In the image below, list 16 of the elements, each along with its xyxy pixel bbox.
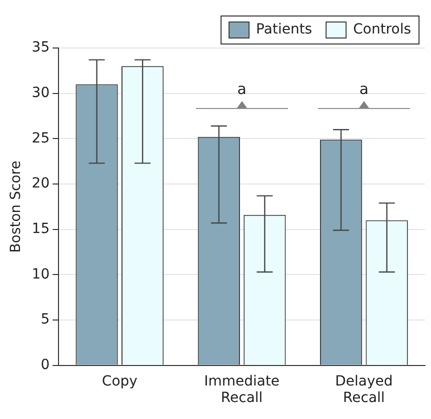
y-tick-label: 5 — [40, 312, 50, 328]
y-tick-label: 0 — [40, 357, 50, 374]
y-tick-label: 15 — [32, 221, 50, 238]
y-axis-title: Boston Score — [8, 160, 24, 253]
y-tick-label: 35 — [32, 40, 50, 56]
y-tick-label: 20 — [32, 176, 50, 192]
y-tick-label: 25 — [32, 130, 50, 146]
x-tick-label: Copy — [102, 373, 138, 390]
annotation: a — [358, 80, 370, 98]
legend-label: Patients — [256, 22, 312, 38]
annotation: a — [236, 80, 248, 98]
x-tick-label: Delayed Recall — [335, 373, 393, 406]
y-tick-label: 30 — [32, 84, 50, 101]
legend-label: Controls — [353, 22, 412, 38]
x-tick-label: Immediate Recall — [204, 373, 280, 406]
y-tick-label: 10 — [32, 266, 50, 282]
